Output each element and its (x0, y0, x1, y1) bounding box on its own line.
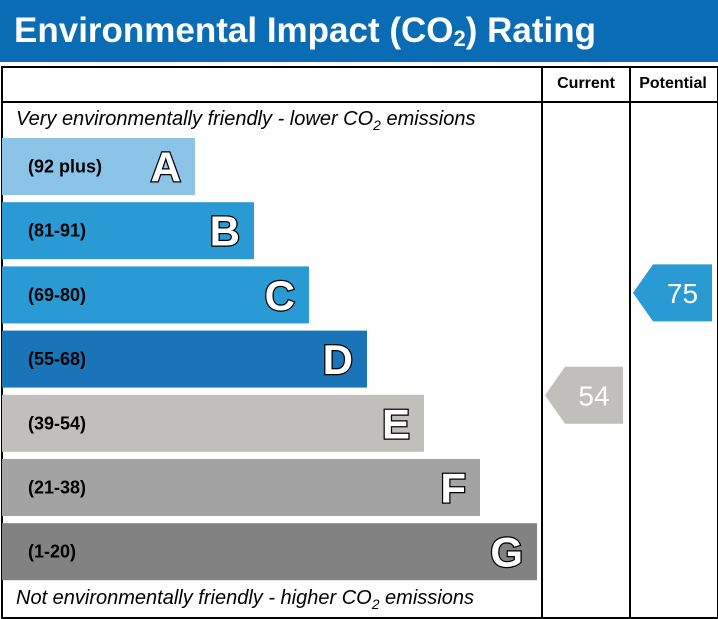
potential-rating-arrow (633, 264, 712, 322)
top-note: Very environmentally friendly - lower CO… (16, 108, 476, 133)
band-range-D: (55-68) (28, 349, 86, 369)
current-rating-value: 54 (578, 380, 609, 411)
band-letter-E: E (382, 400, 410, 447)
band-letter-G: G (490, 529, 523, 576)
band-bar-C (2, 266, 309, 324)
band-letter-F: F (440, 465, 466, 512)
current-rating-arrow (545, 366, 623, 424)
band-letter-A: A (151, 144, 181, 191)
band-range-E: (39-54) (28, 413, 86, 433)
band-bar-A (2, 138, 195, 195)
chart-title: Environmental Impact (CO2) Rating (0, 0, 718, 62)
column-divider-current (541, 66, 543, 617)
band-bar-D (2, 330, 367, 388)
band-letter-B: B (210, 208, 240, 255)
band-range-B: (81-91) (28, 221, 86, 241)
band-letter-C: C (265, 272, 295, 319)
bottom-note: Not environmentally friendly - higher CO… (16, 587, 474, 612)
header-divider (1, 101, 717, 103)
band-letter-D: D (323, 336, 353, 383)
band-range-A: (92 plus) (28, 157, 102, 177)
band-bar-E (2, 394, 424, 452)
column-header-current: Current (557, 75, 615, 92)
band-bar-G (2, 523, 537, 581)
band-range-C: (69-80) (28, 285, 86, 305)
column-divider-potential (629, 66, 631, 617)
column-header-potential: Potential (639, 75, 707, 92)
band-bar-F (2, 459, 480, 516)
band-range-G: (1-20) (28, 542, 76, 562)
potential-rating-value: 75 (667, 278, 698, 309)
band-bar-B (2, 202, 254, 260)
band-range-F: (21-38) (28, 478, 86, 498)
